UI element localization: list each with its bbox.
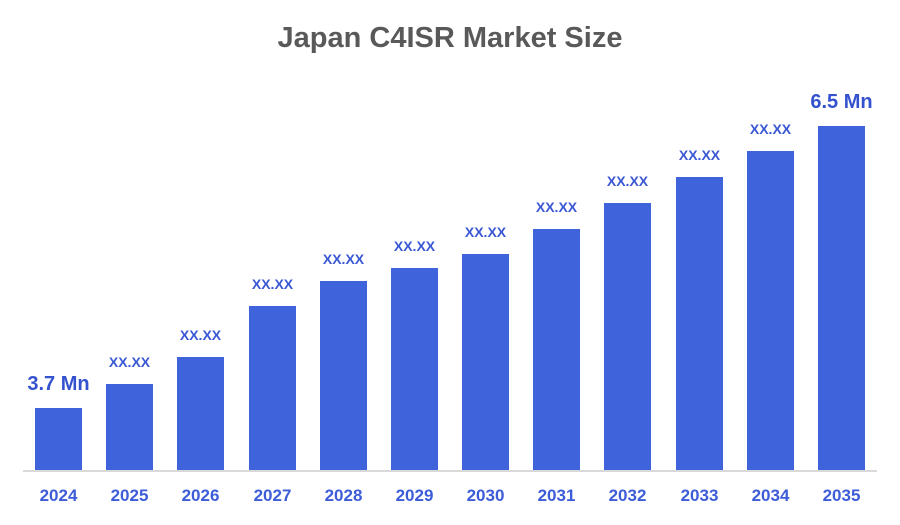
bar-group-2031: XX.XX 2031 [533, 0, 580, 525]
x-axis-tick-label: 2028 [324, 486, 363, 505]
bar-value-label: 6.5 Mn [810, 91, 873, 113]
bar-group-2034: XX.XX 2034 [747, 0, 794, 525]
bar-value-label: XX.XX [251, 276, 294, 292]
x-axis-tick-label: 2025 [110, 486, 149, 505]
bar [249, 306, 296, 471]
x-axis-tick-label: 2033 [680, 486, 719, 505]
x-axis-tick-label: 2024 [39, 486, 78, 505]
x-axis-tick-label: 2027 [253, 486, 292, 505]
bar-group-2028: XX.XX 2028 [320, 0, 367, 525]
bar-value-label: XX.XX [606, 173, 649, 189]
bar-group-2030: XX.XX 2030 [462, 0, 509, 525]
bar-value-label: XX.XX [179, 327, 222, 343]
bar-group-2025: XX.XX 2025 [106, 0, 153, 525]
bar-value-label: XX.XX [749, 121, 792, 137]
bar [177, 357, 224, 471]
bar [604, 203, 651, 471]
x-axis-tick-label: 2029 [395, 486, 434, 505]
bar [818, 126, 865, 471]
bar-group-2026: XX.XX 2026 [177, 0, 224, 525]
bar-value-label: XX.XX [535, 199, 578, 215]
bar [391, 268, 438, 471]
x-axis-tick-label: 2030 [466, 486, 505, 505]
bar-value-label: XX.XX [322, 251, 365, 267]
bar [676, 177, 723, 471]
bar-group-2035: 6.5 Mn 2035 [810, 0, 872, 525]
x-axis-tick-label: 2026 [181, 486, 220, 505]
chart-title: Japan C4ISR Market Size [277, 22, 623, 54]
x-axis-line [23, 470, 877, 472]
x-axis-tick-label: 2034 [751, 486, 790, 505]
bar [462, 254, 509, 471]
bar-group-2024: 3.7 Mn 2024 [27, 0, 89, 525]
bar-group-2029: XX.XX 2029 [391, 0, 438, 525]
bar-value-label: XX.XX [108, 354, 151, 370]
bar-group-2032: XX.XX 2032 [604, 0, 651, 525]
bar-group-2033: XX.XX 2033 [676, 0, 723, 525]
bar-group-2027: XX.XX 2027 [249, 0, 296, 525]
bar [35, 408, 82, 471]
x-axis-tick-label: 2032 [608, 486, 647, 505]
bar-value-label: XX.XX [464, 224, 507, 240]
bar [106, 384, 153, 471]
bar-value-label: XX.XX [678, 147, 721, 163]
bar [320, 281, 367, 471]
bar [747, 151, 794, 471]
bar [533, 229, 580, 471]
bar-value-label: 3.7 Mn [27, 373, 90, 395]
bar-value-label: XX.XX [393, 238, 436, 254]
x-axis-tick-label: 2031 [537, 486, 576, 505]
x-axis-tick-label: 2035 [822, 486, 861, 505]
